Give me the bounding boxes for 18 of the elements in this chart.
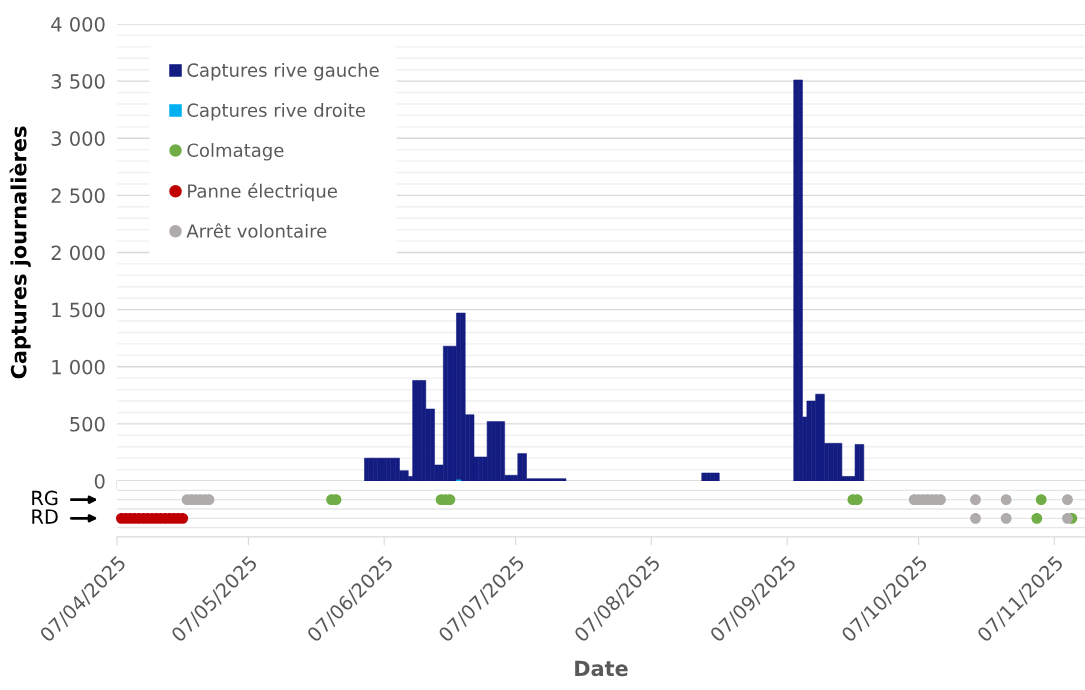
y-axis-title: Captures journalières: [9, 126, 31, 379]
y-tick-label: 4 000: [51, 16, 105, 32]
y-tick-label: 1 500: [52, 302, 105, 318]
legend-label: Colmatage: [187, 143, 284, 161]
text: RD: [32, 509, 58, 524]
legend-label: Captures rive droite: [187, 103, 366, 121]
y-tick-label: 0: [94, 473, 105, 489]
y-tick-label: 3 000: [51, 131, 105, 146]
legend-label: Captures rive gauche: [187, 62, 379, 81]
y-tick-label: 1 000: [52, 359, 105, 375]
y-tick-label: 2 000: [51, 245, 105, 261]
text: RG: [32, 490, 58, 506]
y-tick-label: 3 500: [51, 74, 105, 89]
y-tick-label: 500: [70, 416, 105, 432]
x-axis-title: Date: [575, 660, 628, 677]
legend-label: Panne électrique: [188, 183, 337, 202]
y-tick-label: 2 500: [51, 188, 105, 204]
legend-label: Arrêt volontaire: [186, 223, 327, 238]
